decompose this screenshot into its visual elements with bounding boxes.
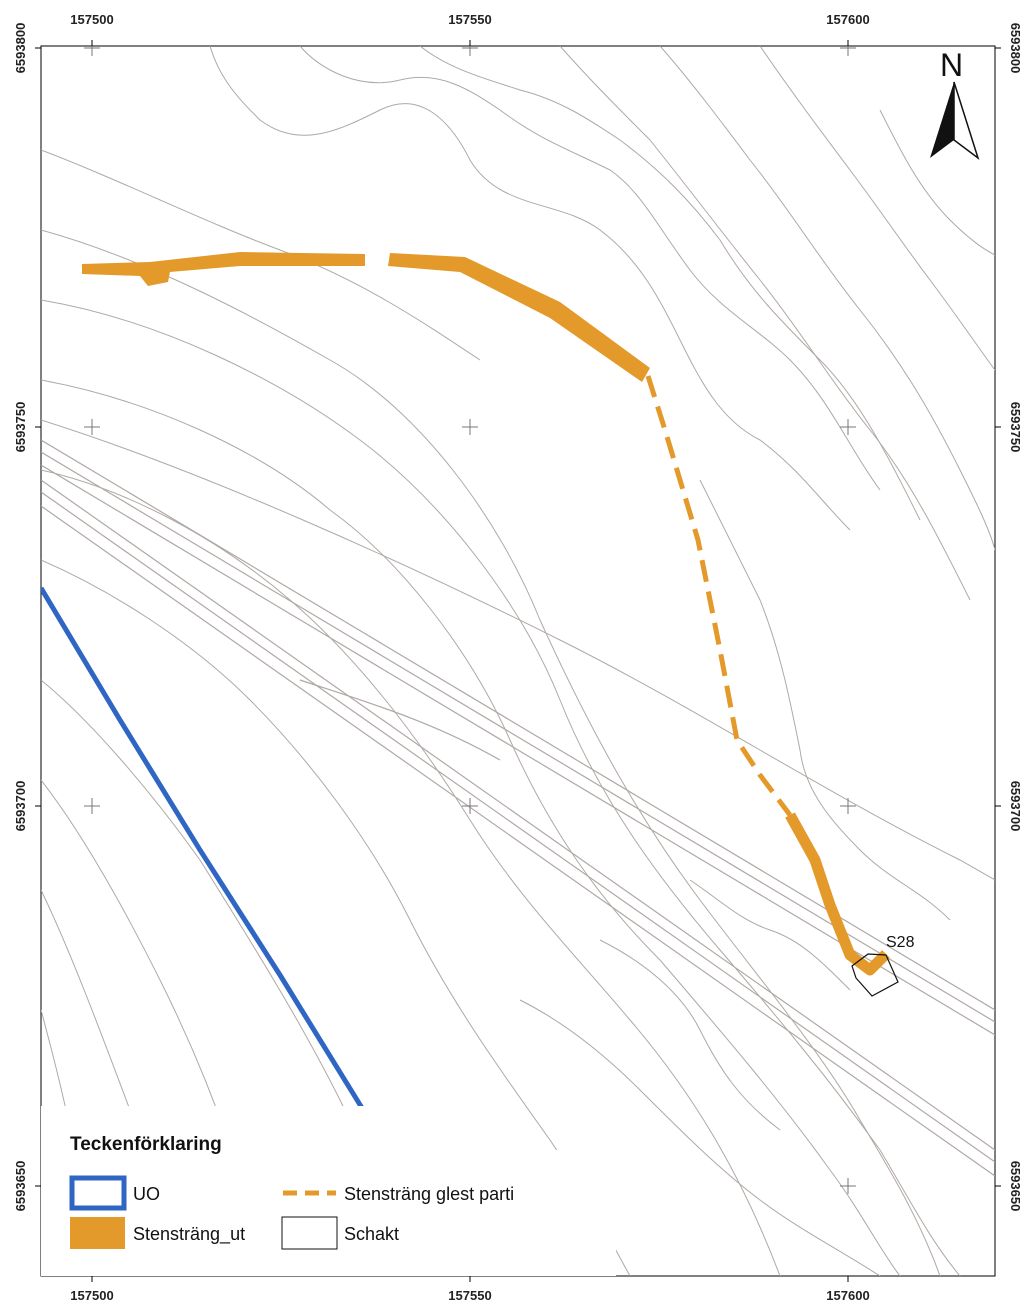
x-tick-bottom-2: 157550 [448,1288,491,1303]
uo-boundary-line [41,586,365,1110]
legend-glest-label: Stensträng glest parti [344,1184,514,1204]
y-tick-right-4: 6593650 [1008,1161,1023,1212]
y-tick-right-2: 6593750 [1008,402,1023,453]
x-tick-bottom-3: 157600 [826,1288,869,1303]
x-tick-top-2: 157550 [448,12,491,27]
legend: Teckenförklaring UO Stensträng glest par… [41,1106,616,1276]
legend-schakt-label: Schakt [344,1224,399,1244]
legend-uo-symbol [69,1175,127,1211]
contour-lines [41,46,995,1276]
y-tick-left-1: 6593800 [13,23,28,74]
y-tick-right-3: 6593700 [1008,781,1023,832]
map-frame [40,45,996,1277]
y-tick-right-1: 6593800 [1008,23,1023,74]
y-tick-left-4: 6593650 [13,1161,28,1212]
frame-ticks [35,40,1001,1282]
y-tick-left-3: 6593700 [13,781,28,832]
x-tick-bottom-1: 157500 [70,1288,113,1303]
legend-title: Teckenförklaring [70,1134,222,1155]
legend-stenstrang-ut-symbol [70,1217,125,1249]
stenstrang-ut-south [785,812,890,976]
stenstrang-ut-north [82,252,650,382]
schakt-s28 [851,953,899,997]
svg-text:N: N [940,47,963,83]
legend-uo-label: UO [133,1184,160,1204]
x-tick-top-1: 157500 [70,12,113,27]
grid-crosses [84,46,856,1194]
feature-label-s28: S28 [886,934,915,951]
legend-schakt-symbol [281,1216,338,1250]
y-tick-left-2: 6593750 [13,402,28,453]
x-tick-top-3: 157600 [826,12,869,27]
legend-stenstrang-ut-label: Stensträng_ut [133,1224,245,1245]
north-arrow-icon: N [930,47,980,161]
stenstrang-glest-line [645,375,792,817]
